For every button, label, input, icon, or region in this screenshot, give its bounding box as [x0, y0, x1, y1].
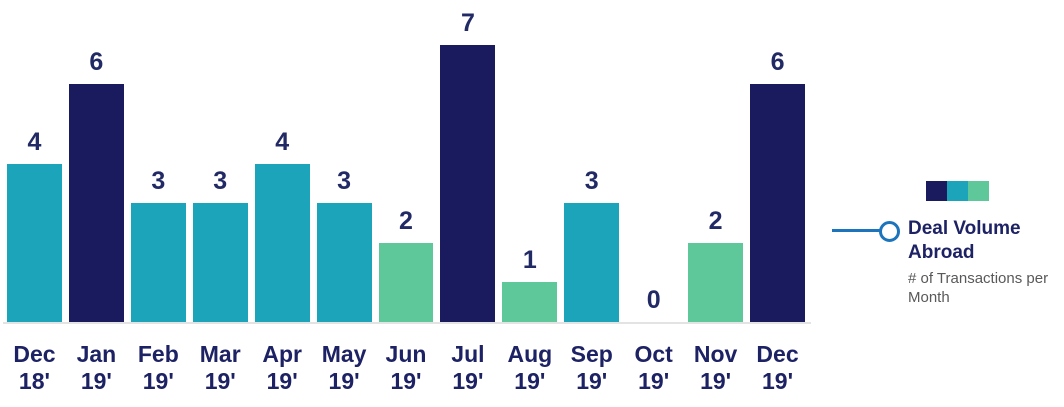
x-axis-label-year: 19'	[452, 368, 484, 394]
x-axis-label-year: 19'	[638, 368, 670, 394]
x-axis-label: Jul 19'	[440, 341, 495, 395]
bar-feb-19[interactable]	[130, 203, 186, 322]
bar-group: 2	[688, 0, 744, 322]
bar-jul-19[interactable]	[440, 44, 496, 322]
x-axis-label: May 19'	[317, 341, 372, 395]
bar-group: 3	[316, 0, 372, 322]
x-axis-label-month: Feb	[137, 341, 179, 367]
x-axis-label: Jan 19'	[69, 341, 124, 395]
x-axis-label: Jun 19'	[379, 341, 434, 395]
bar-mar-19[interactable]	[192, 203, 248, 322]
x-axis-label-month: Dec	[756, 341, 799, 367]
x-axis-label: Dec 19'	[750, 341, 805, 395]
legend-connector-line	[832, 229, 880, 232]
bar-group: 6	[68, 0, 124, 322]
x-axis-label-month: Mar	[199, 341, 241, 367]
bar-jun-19[interactable]	[378, 242, 434, 322]
bar-dec-18[interactable]	[7, 163, 62, 322]
x-axis-label-year: 19'	[266, 368, 298, 394]
x-axis-label-year: 19'	[761, 368, 794, 394]
x-axis-label-year: 19'	[514, 368, 546, 394]
x-axis-labels-row: Dec 18' Jan 19' Feb 19' Mar 19' Apr 19' May 19' Jun 1…	[7, 341, 805, 395]
x-axis-label-year: 18'	[18, 368, 50, 394]
x-axis-label-year: 19'	[204, 368, 236, 394]
bar-apr-19[interactable]	[254, 163, 310, 322]
bar-nov-19[interactable]	[688, 242, 744, 322]
bar-dec-19[interactable]	[750, 84, 805, 322]
bar-group: 4	[254, 0, 310, 322]
x-axis-label-year: 19'	[390, 368, 422, 394]
bar-value-label: 6	[89, 48, 104, 77]
x-axis-baseline	[3, 322, 811, 324]
x-axis-label: Aug 19'	[502, 341, 557, 395]
bar-sep-19[interactable]	[564, 203, 620, 322]
bar-group: 1	[502, 0, 558, 322]
x-axis-label-year: 19'	[80, 368, 112, 394]
x-axis-label-year: 19'	[142, 368, 174, 394]
bar-value-label: 4	[27, 127, 42, 156]
bar-value-label: 3	[213, 167, 228, 196]
bar-group: 7	[440, 0, 496, 322]
legend-title: Deal Volume Abroad	[908, 218, 1021, 263]
x-axis-label: Apr 19'	[255, 341, 310, 395]
bar-group: 3	[564, 0, 620, 322]
bar-group: 2	[378, 0, 434, 322]
bar-aug-19[interactable]	[502, 282, 558, 322]
bar-value-label: 2	[399, 206, 413, 235]
x-axis-label: Sep 19'	[564, 341, 619, 395]
x-axis-label-month: Aug	[507, 341, 553, 367]
x-axis-label-year: 19'	[328, 368, 360, 394]
bar-jan-19[interactable]	[68, 84, 124, 322]
bar-group: 6	[750, 0, 805, 322]
bar-value-label: 3	[584, 167, 599, 196]
x-axis-label-month: Sep	[570, 341, 613, 367]
x-axis-label-year: 19'	[700, 368, 732, 394]
x-axis-label-month: Jul	[451, 341, 485, 367]
bar-value-label: 7	[460, 8, 475, 37]
x-axis-label-month: Jun	[385, 341, 427, 367]
bar-group: 4	[7, 0, 62, 322]
bar-value-label: 3	[151, 167, 166, 196]
x-axis-label-month: Jan	[76, 341, 117, 367]
chart-legend: Deal Volume Abroad # of Transactions per…	[832, 181, 1064, 341]
x-axis-label: Nov 19'	[688, 341, 743, 395]
x-axis-label-year: 19'	[576, 368, 608, 394]
x-axis-label-month: Apr	[262, 341, 302, 367]
x-axis-label: Oct 19'	[626, 341, 681, 395]
x-axis-label: Dec 18'	[7, 341, 62, 395]
legend-swatches	[926, 181, 989, 201]
navy-swatch	[926, 181, 947, 201]
bar-value-label: 1	[522, 246, 537, 275]
green-swatch	[968, 181, 989, 201]
legend-connector-ring-icon	[879, 221, 900, 242]
bars-row: 4 6 3 3 4 3 2 7 1 3 0 2 6	[7, 0, 805, 322]
teal-swatch	[947, 181, 968, 201]
bar-group: 3	[192, 0, 248, 322]
bar-value-label: 2	[708, 206, 723, 235]
bar-value-label: 6	[770, 48, 785, 77]
x-axis-label-month: May	[321, 341, 367, 367]
legend-subtitle: # of Transactions per Month	[908, 270, 1049, 306]
x-axis-label: Feb 19'	[131, 341, 186, 395]
x-axis-label-month: Dec	[13, 341, 56, 367]
bar-value-label: 4	[275, 127, 290, 156]
x-axis-label-month: Nov	[693, 341, 738, 367]
bar-group: 3	[130, 0, 186, 322]
bar-value-label: 0	[646, 286, 661, 314]
bar-may-19[interactable]	[316, 203, 372, 322]
bar-value-label: 3	[337, 167, 352, 196]
x-axis-label-month: Oct	[634, 341, 673, 367]
x-axis-label: Mar 19'	[193, 341, 248, 395]
bar-group: 0	[626, 0, 681, 322]
